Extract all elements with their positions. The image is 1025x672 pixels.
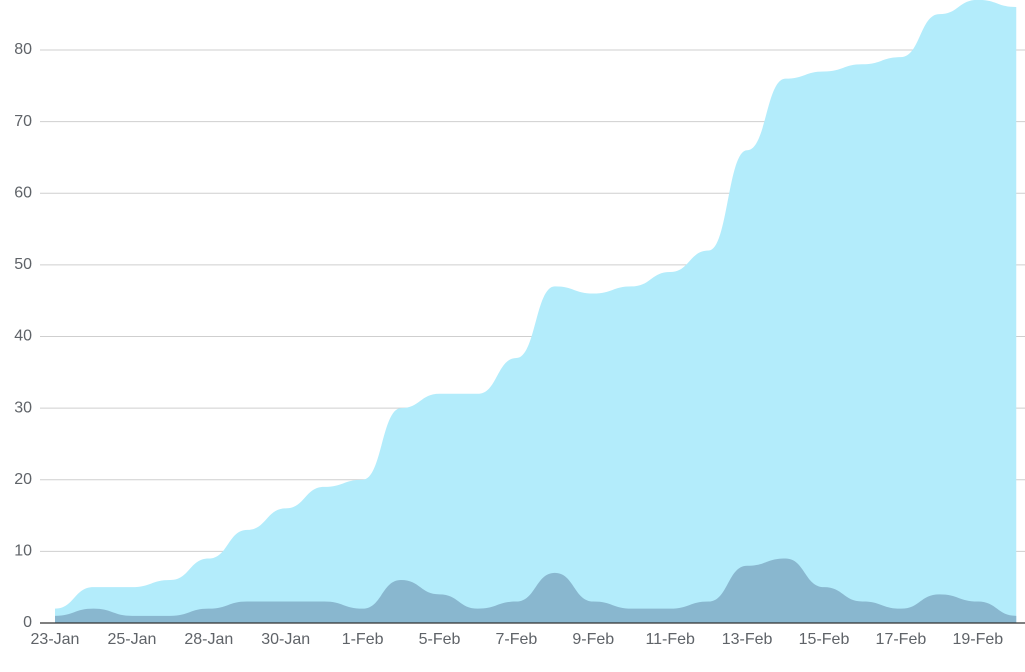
y-tick-label: 10 <box>14 543 32 560</box>
x-tick-label: 25-Jan <box>107 631 156 648</box>
y-tick-label: 60 <box>14 184 32 201</box>
y-tick-label: 30 <box>14 399 32 416</box>
area <box>55 0 1017 623</box>
x-tick-label: 15-Feb <box>799 631 850 648</box>
y-tick-label: 40 <box>14 328 32 345</box>
x-tick-label: 17-Feb <box>876 631 927 648</box>
x-tick-label: 13-Feb <box>722 631 773 648</box>
y-tick-label: 50 <box>14 256 32 273</box>
x-tick-label: 1-Feb <box>342 631 384 648</box>
y-tick-label: 80 <box>14 41 32 58</box>
x-tick-label: 19-Feb <box>952 631 1003 648</box>
x-tick-label: 9-Feb <box>572 631 614 648</box>
y-tick-label: 70 <box>14 113 32 130</box>
x-tick-label: 7-Feb <box>496 631 538 648</box>
x-tick-label: 28-Jan <box>184 631 233 648</box>
x-tick-label: 30-Jan <box>261 631 310 648</box>
x-tick-label: 23-Jan <box>31 631 80 648</box>
x-tick-label: 5-Feb <box>419 631 461 648</box>
area <box>55 558 1017 623</box>
x-tick-label: 11-Feb <box>645 631 695 648</box>
y-tick-label: 0 <box>23 614 32 631</box>
y-tick-label: 20 <box>14 471 32 488</box>
